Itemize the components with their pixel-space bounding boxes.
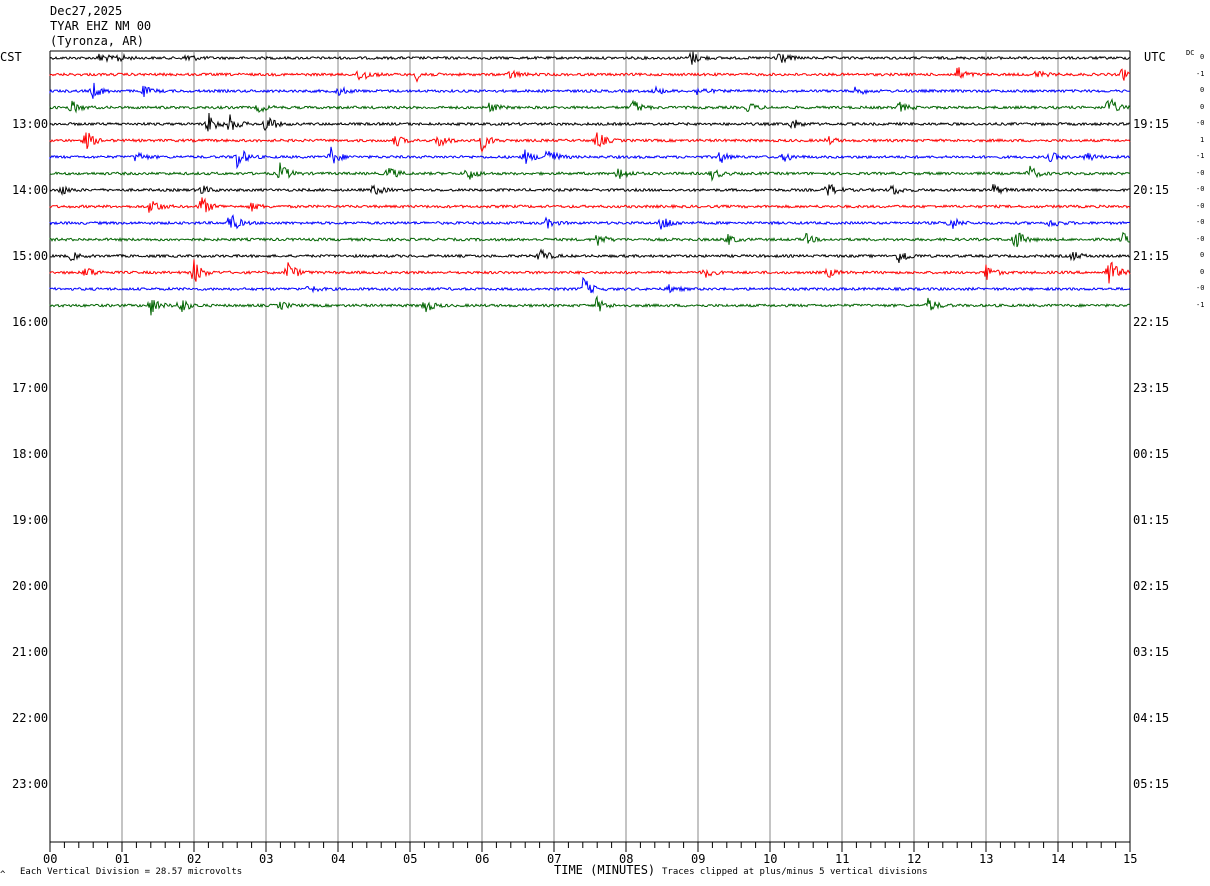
trace-line xyxy=(49,231,1131,248)
dc-offset-label: -0 xyxy=(1196,168,1205,177)
x-axis xyxy=(49,841,1131,852)
hour-label-right: 04:15 xyxy=(1133,711,1170,725)
x-tick-label: 10 xyxy=(763,852,778,866)
x-tick-label: 11 xyxy=(835,852,850,866)
hour-label-left: 23:00 xyxy=(12,777,49,791)
dc-offset-label: 1 xyxy=(1200,135,1205,144)
corner-mark: ^ xyxy=(0,870,6,880)
dc-offset-label: 0 xyxy=(1200,267,1205,276)
hour-label-left: 16:00 xyxy=(12,315,49,329)
x-tick-label: 12 xyxy=(907,852,922,866)
trace-line xyxy=(49,67,1131,83)
hour-label-right: 21:15 xyxy=(1133,249,1170,263)
location-label: (Tyronza, AR) xyxy=(50,34,144,48)
x-tick-label: 04 xyxy=(331,852,346,866)
trace-line xyxy=(49,82,1131,99)
time-gridlines xyxy=(49,50,1131,842)
trace-line xyxy=(49,276,1131,294)
trace-line xyxy=(49,146,1131,170)
hour-label-right: 03:15 xyxy=(1133,645,1170,659)
x-tick-label: 06 xyxy=(475,852,490,866)
hour-label-right: 22:15 xyxy=(1133,315,1170,329)
hour-label-right: 02:15 xyxy=(1133,579,1170,593)
x-tick-label: 14 xyxy=(1051,852,1066,866)
clip-note: Traces clipped at plus/minus 5 vertical … xyxy=(662,867,928,877)
x-tick-label: 00 xyxy=(43,852,58,866)
dc-offset-header: DC xyxy=(1186,49,1195,57)
x-tick-label: 08 xyxy=(619,852,634,866)
x-tick-label: 13 xyxy=(979,852,994,866)
trace-line xyxy=(49,214,1131,230)
trace-line xyxy=(49,197,1131,213)
hour-label-left: 22:00 xyxy=(12,711,49,725)
right-timezone-label: UTC xyxy=(1144,50,1166,64)
trace-line xyxy=(49,51,1131,65)
hour-label-right: 20:15 xyxy=(1133,183,1170,197)
seismic-traces xyxy=(49,51,1131,316)
hour-label-right: 05:15 xyxy=(1133,777,1170,791)
trace-line xyxy=(49,162,1131,182)
dc-offset-label: 0 xyxy=(1200,86,1205,94)
x-tick-label: 09 xyxy=(691,852,706,866)
dc-offset-label: 0 xyxy=(1200,251,1205,259)
scale-note: Each Vertical Division = 28.57 microvolt… xyxy=(20,867,243,877)
dc-offset-label: -1 xyxy=(1196,152,1205,160)
trace-line xyxy=(49,183,1131,196)
x-tick-label: 05 xyxy=(403,852,418,866)
trace-line xyxy=(49,259,1131,284)
trace-line xyxy=(49,248,1131,264)
date-label: Dec27,2025 xyxy=(50,4,123,18)
hour-label-left: 20:00 xyxy=(12,579,49,593)
hour-label-left: 13:00 xyxy=(12,117,49,131)
dc-offset-label: 0 xyxy=(1200,102,1205,111)
hour-label-left: 15:00 xyxy=(12,249,49,263)
hour-label-left: 18:00 xyxy=(12,447,49,461)
trace-line xyxy=(49,97,1131,114)
hour-label-left: 19:00 xyxy=(12,513,49,527)
dc-offset-label: 0 xyxy=(1200,53,1205,61)
hour-label-right: 01:15 xyxy=(1133,513,1170,527)
left-timezone-label: CST xyxy=(0,50,22,64)
trace-line xyxy=(49,132,1131,153)
dc-offset-label: -0 xyxy=(1196,284,1205,292)
x-tick-label: 01 xyxy=(115,852,130,866)
dc-offset-label: -0 xyxy=(1196,218,1205,226)
dc-offset-label: -0 xyxy=(1196,119,1205,127)
hour-label-left: 21:00 xyxy=(12,645,49,659)
trace-line xyxy=(49,295,1131,316)
dc-offset-label: -1 xyxy=(1196,300,1205,309)
trace-line xyxy=(49,112,1131,132)
dc-offset-label: -0 xyxy=(1196,185,1205,193)
dc-offset-label: -0 xyxy=(1196,201,1205,210)
station-label: TYAR EHZ NM 00 xyxy=(50,19,152,33)
x-tick-label: 02 xyxy=(187,852,202,866)
x-tick-label: 15 xyxy=(1123,852,1138,866)
hour-label-left: 14:00 xyxy=(12,183,49,197)
x-tick-label: 07 xyxy=(547,852,562,866)
dc-offset-label: -1 xyxy=(1196,69,1205,78)
hour-label-right: 19:15 xyxy=(1133,117,1170,131)
hour-label-right: 23:15 xyxy=(1133,381,1170,395)
hour-label-right: 00:15 xyxy=(1133,447,1170,461)
dc-offset-label: -0 xyxy=(1196,234,1205,243)
x-axis-title: TIME (MINUTES) xyxy=(554,863,656,877)
x-tick-label: 03 xyxy=(259,852,274,866)
hour-label-left: 17:00 xyxy=(12,381,49,395)
